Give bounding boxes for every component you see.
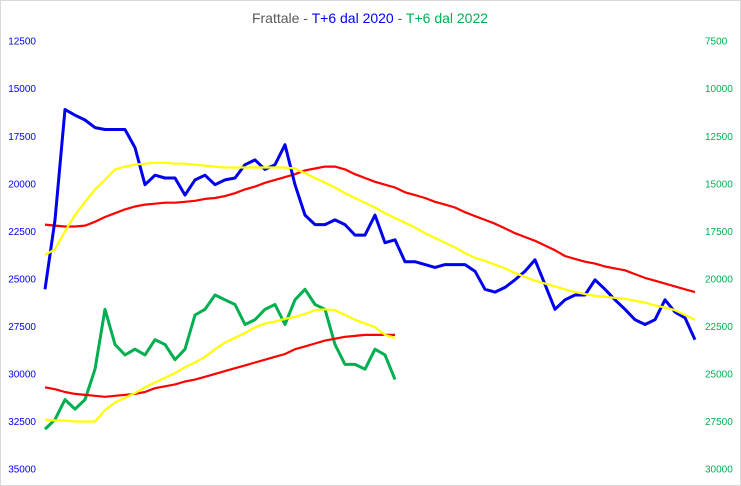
y-tick-label: 25000: [8, 274, 36, 285]
y2-tick-label: 20000: [705, 274, 733, 285]
y-tick-label: 22500: [8, 227, 36, 238]
series-line: [43, 108, 697, 341]
title-part: T+6 dal 2020: [312, 10, 394, 26]
y-tick-label: 32500: [8, 417, 36, 428]
series-line: [44, 308, 396, 423]
title-part: T+6 dal 2022: [406, 10, 488, 26]
y-tick-label: 27500: [8, 322, 36, 333]
y2-tick-label: 17500: [705, 227, 733, 238]
y2-tick-label: 22500: [705, 322, 733, 333]
y-tick-label: 35000: [8, 465, 36, 476]
y-tick-label: 30000: [8, 370, 36, 381]
series-line: [43, 287, 397, 431]
chart-title: Frattale - T+6 dal 2020 - T+6 dal 2022: [252, 10, 488, 26]
series-line: [44, 165, 696, 294]
y-tick-label: 15000: [8, 84, 36, 95]
y2-tick-label: 30000: [705, 465, 733, 476]
y-tick-label: 12500: [8, 37, 36, 48]
y2-tick-label: 27500: [705, 417, 733, 428]
y2-tick-label: 12500: [705, 132, 733, 143]
y-tick-label: 20000: [8, 179, 36, 190]
y-tick-label: 17500: [8, 132, 36, 143]
y2-tick-label: 25000: [705, 370, 733, 381]
series-line: [44, 333, 395, 398]
series-line: [44, 161, 696, 321]
y2-tick-label: 7500: [705, 37, 728, 48]
y2-tick-label: 10000: [705, 84, 733, 95]
title-part: -: [394, 10, 406, 26]
title-part: Frattale -: [252, 10, 312, 26]
y2-tick-label: 15000: [705, 179, 733, 190]
